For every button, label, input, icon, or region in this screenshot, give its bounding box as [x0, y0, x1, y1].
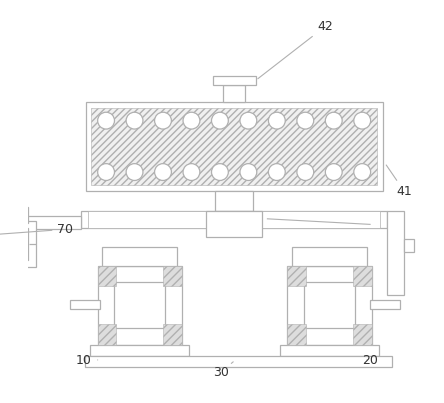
Circle shape [126, 112, 143, 129]
Text: 30: 30 [213, 362, 233, 379]
Text: 70: 70 [0, 223, 73, 236]
Circle shape [240, 164, 257, 181]
Circle shape [269, 164, 285, 181]
Bar [98, 266, 116, 286]
Text: 20: 20 [362, 354, 378, 367]
Bar [213, 76, 256, 85]
Bar [98, 266, 182, 345]
Bar [287, 266, 306, 286]
Circle shape [211, 112, 228, 129]
Bar [287, 266, 372, 345]
Circle shape [325, 112, 342, 129]
Bar [206, 211, 262, 237]
Text: 41: 41 [386, 165, 412, 198]
Text: 10: 10 [76, 354, 98, 367]
Bar [84, 356, 392, 368]
Bar [388, 211, 404, 295]
Bar [287, 324, 306, 345]
Bar [25, 216, 81, 229]
Circle shape [98, 112, 115, 129]
Bar [223, 85, 246, 102]
Bar [0, 207, 28, 224]
Circle shape [240, 112, 257, 129]
Circle shape [211, 164, 228, 181]
Bar [353, 266, 372, 286]
Bar [0, 221, 36, 268]
Circle shape [98, 164, 115, 181]
Circle shape [269, 112, 285, 129]
Bar [90, 345, 189, 356]
Bar [353, 324, 372, 345]
Bar [91, 108, 377, 185]
Bar [88, 211, 380, 228]
Circle shape [155, 164, 171, 181]
Bar [163, 266, 182, 286]
Bar [304, 283, 355, 328]
Bar [102, 247, 177, 266]
Bar [370, 300, 400, 310]
Bar [115, 283, 165, 328]
Bar [163, 324, 182, 345]
Bar [404, 239, 414, 252]
Circle shape [297, 112, 314, 129]
Circle shape [155, 112, 171, 129]
Bar [292, 247, 367, 266]
Circle shape [183, 112, 200, 129]
Bar [81, 211, 388, 228]
Bar [0, 228, 28, 260]
Circle shape [354, 112, 371, 129]
Circle shape [325, 164, 342, 181]
Circle shape [126, 164, 143, 181]
Bar [215, 191, 253, 211]
Bar [98, 324, 116, 345]
Circle shape [354, 164, 371, 181]
Circle shape [183, 164, 200, 181]
Circle shape [297, 164, 314, 181]
Bar [280, 345, 379, 356]
Bar [86, 102, 383, 191]
Bar [70, 300, 99, 310]
Text: 42: 42 [258, 20, 333, 79]
